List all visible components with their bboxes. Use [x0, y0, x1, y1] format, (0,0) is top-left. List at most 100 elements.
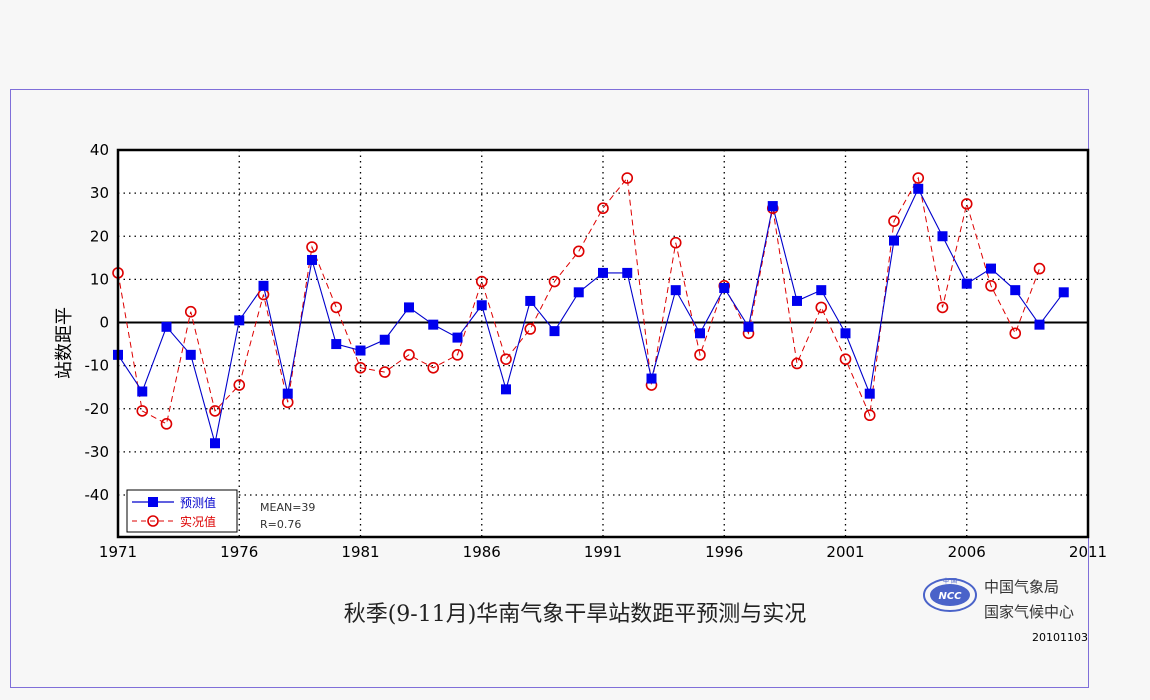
point-predicted [282, 388, 293, 399]
point-predicted [137, 386, 148, 397]
point-predicted [670, 285, 681, 296]
legend-label-observed: 实况值 [180, 514, 216, 529]
y-tick-label: 30 [90, 184, 109, 202]
point-observed [863, 409, 876, 422]
series-line-predicted [117, 187, 1065, 444]
point-observed [475, 275, 488, 288]
point-observed [985, 280, 997, 292]
point-observed [936, 301, 949, 314]
mean-annotation: MEAN=39 [260, 501, 315, 514]
x-tick-label: 1991 [584, 543, 622, 561]
x-tick-label: 1981 [341, 543, 379, 561]
point-predicted [767, 201, 778, 212]
point-observed [839, 353, 852, 365]
point-predicted [234, 315, 245, 326]
y-tick-label: -10 [85, 357, 110, 375]
point-observed [160, 418, 173, 430]
point-observed [694, 349, 706, 361]
grid [118, 150, 1088, 537]
y-tick-label: 10 [90, 270, 109, 288]
point-predicted [937, 231, 948, 242]
legend: 预测值 实况值 [126, 489, 238, 533]
point-observed [669, 236, 682, 249]
point-observed [233, 379, 246, 391]
plot-border [116, 148, 1090, 539]
x-tick-label: 2011 [1069, 543, 1107, 561]
point-predicted [331, 339, 342, 350]
point-predicted [695, 328, 705, 339]
y-tick-label: -20 [85, 400, 110, 418]
point-observed [960, 198, 973, 210]
point-predicted [864, 388, 875, 399]
chart-title: 秋季(9-11月)华南气象干旱站数距平预测与实况 [344, 602, 807, 627]
point-predicted [816, 285, 827, 296]
point-observed [354, 361, 367, 374]
y-axis-label: 站数距平 [54, 307, 75, 379]
point-predicted [913, 183, 924, 194]
point-predicted [743, 321, 754, 332]
point-predicted [598, 267, 608, 278]
point-predicted [428, 319, 439, 330]
point-predicted [161, 321, 172, 332]
point-predicted [792, 295, 802, 306]
x-tick-label: 2006 [948, 543, 986, 561]
point-predicted [210, 438, 220, 449]
point-predicted [1058, 287, 1069, 298]
point-predicted [840, 328, 851, 339]
issue-date: 20101103 [1032, 631, 1088, 644]
point-predicted [646, 373, 657, 384]
point-predicted [404, 302, 414, 313]
point-predicted [719, 283, 730, 293]
org-name-cma: 中国气象局 [984, 578, 1059, 596]
point-observed [427, 361, 440, 374]
point-observed [306, 241, 318, 253]
point-predicted [452, 332, 463, 343]
point-predicted [549, 326, 560, 337]
point-predicted [1010, 285, 1021, 296]
point-predicted [476, 300, 487, 311]
point-predicted [379, 334, 390, 345]
point-predicted [573, 287, 584, 298]
point-predicted [622, 267, 633, 278]
logo-top-text: 中 国 [943, 577, 957, 585]
point-predicted [307, 254, 317, 265]
point-predicted [986, 263, 996, 274]
org-name-ncc: 国家气候中心 [984, 603, 1074, 621]
point-observed [548, 275, 561, 288]
point-predicted [258, 280, 269, 291]
tick-labels: 1971 1976 1981 1986 1991 1996 2001 2006 2011 40 30… [85, 141, 1108, 561]
series-line-observed [117, 176, 1040, 425]
y-tick-label: -30 [85, 443, 110, 461]
legend-label-predicted: 预测值 [180, 495, 216, 510]
point-predicted [185, 349, 196, 360]
x-tick-label: 1986 [463, 543, 501, 561]
point-observed [888, 215, 900, 227]
point-observed [184, 305, 197, 318]
x-tick-label: 1996 [705, 543, 743, 561]
x-tick-label: 2001 [826, 543, 864, 561]
legend-marker-predicted [148, 497, 158, 507]
y-tick-label: 20 [90, 227, 109, 245]
point-predicted [355, 345, 366, 356]
point-observed [815, 301, 828, 314]
r-annotation: R=0.76 [260, 518, 301, 531]
point-observed [912, 172, 925, 184]
ncc-logo: NCC 中 国 [923, 577, 977, 612]
logo-text: NCC [938, 591, 962, 602]
y-tick-label: 40 [90, 141, 109, 159]
point-observed [136, 405, 149, 417]
legend-marker-observed [147, 515, 159, 527]
point-observed [1033, 262, 1046, 275]
point-predicted [961, 278, 972, 289]
point-observed [209, 405, 221, 417]
point-observed [330, 301, 343, 314]
point-predicted [889, 235, 899, 246]
point-observed [378, 366, 391, 378]
point-observed [403, 349, 415, 361]
point-predicted [525, 295, 536, 306]
x-tick-label: 1976 [220, 543, 258, 561]
legend-box [126, 489, 238, 533]
y-tick-label: -40 [85, 486, 110, 504]
point-predicted [1034, 319, 1045, 330]
